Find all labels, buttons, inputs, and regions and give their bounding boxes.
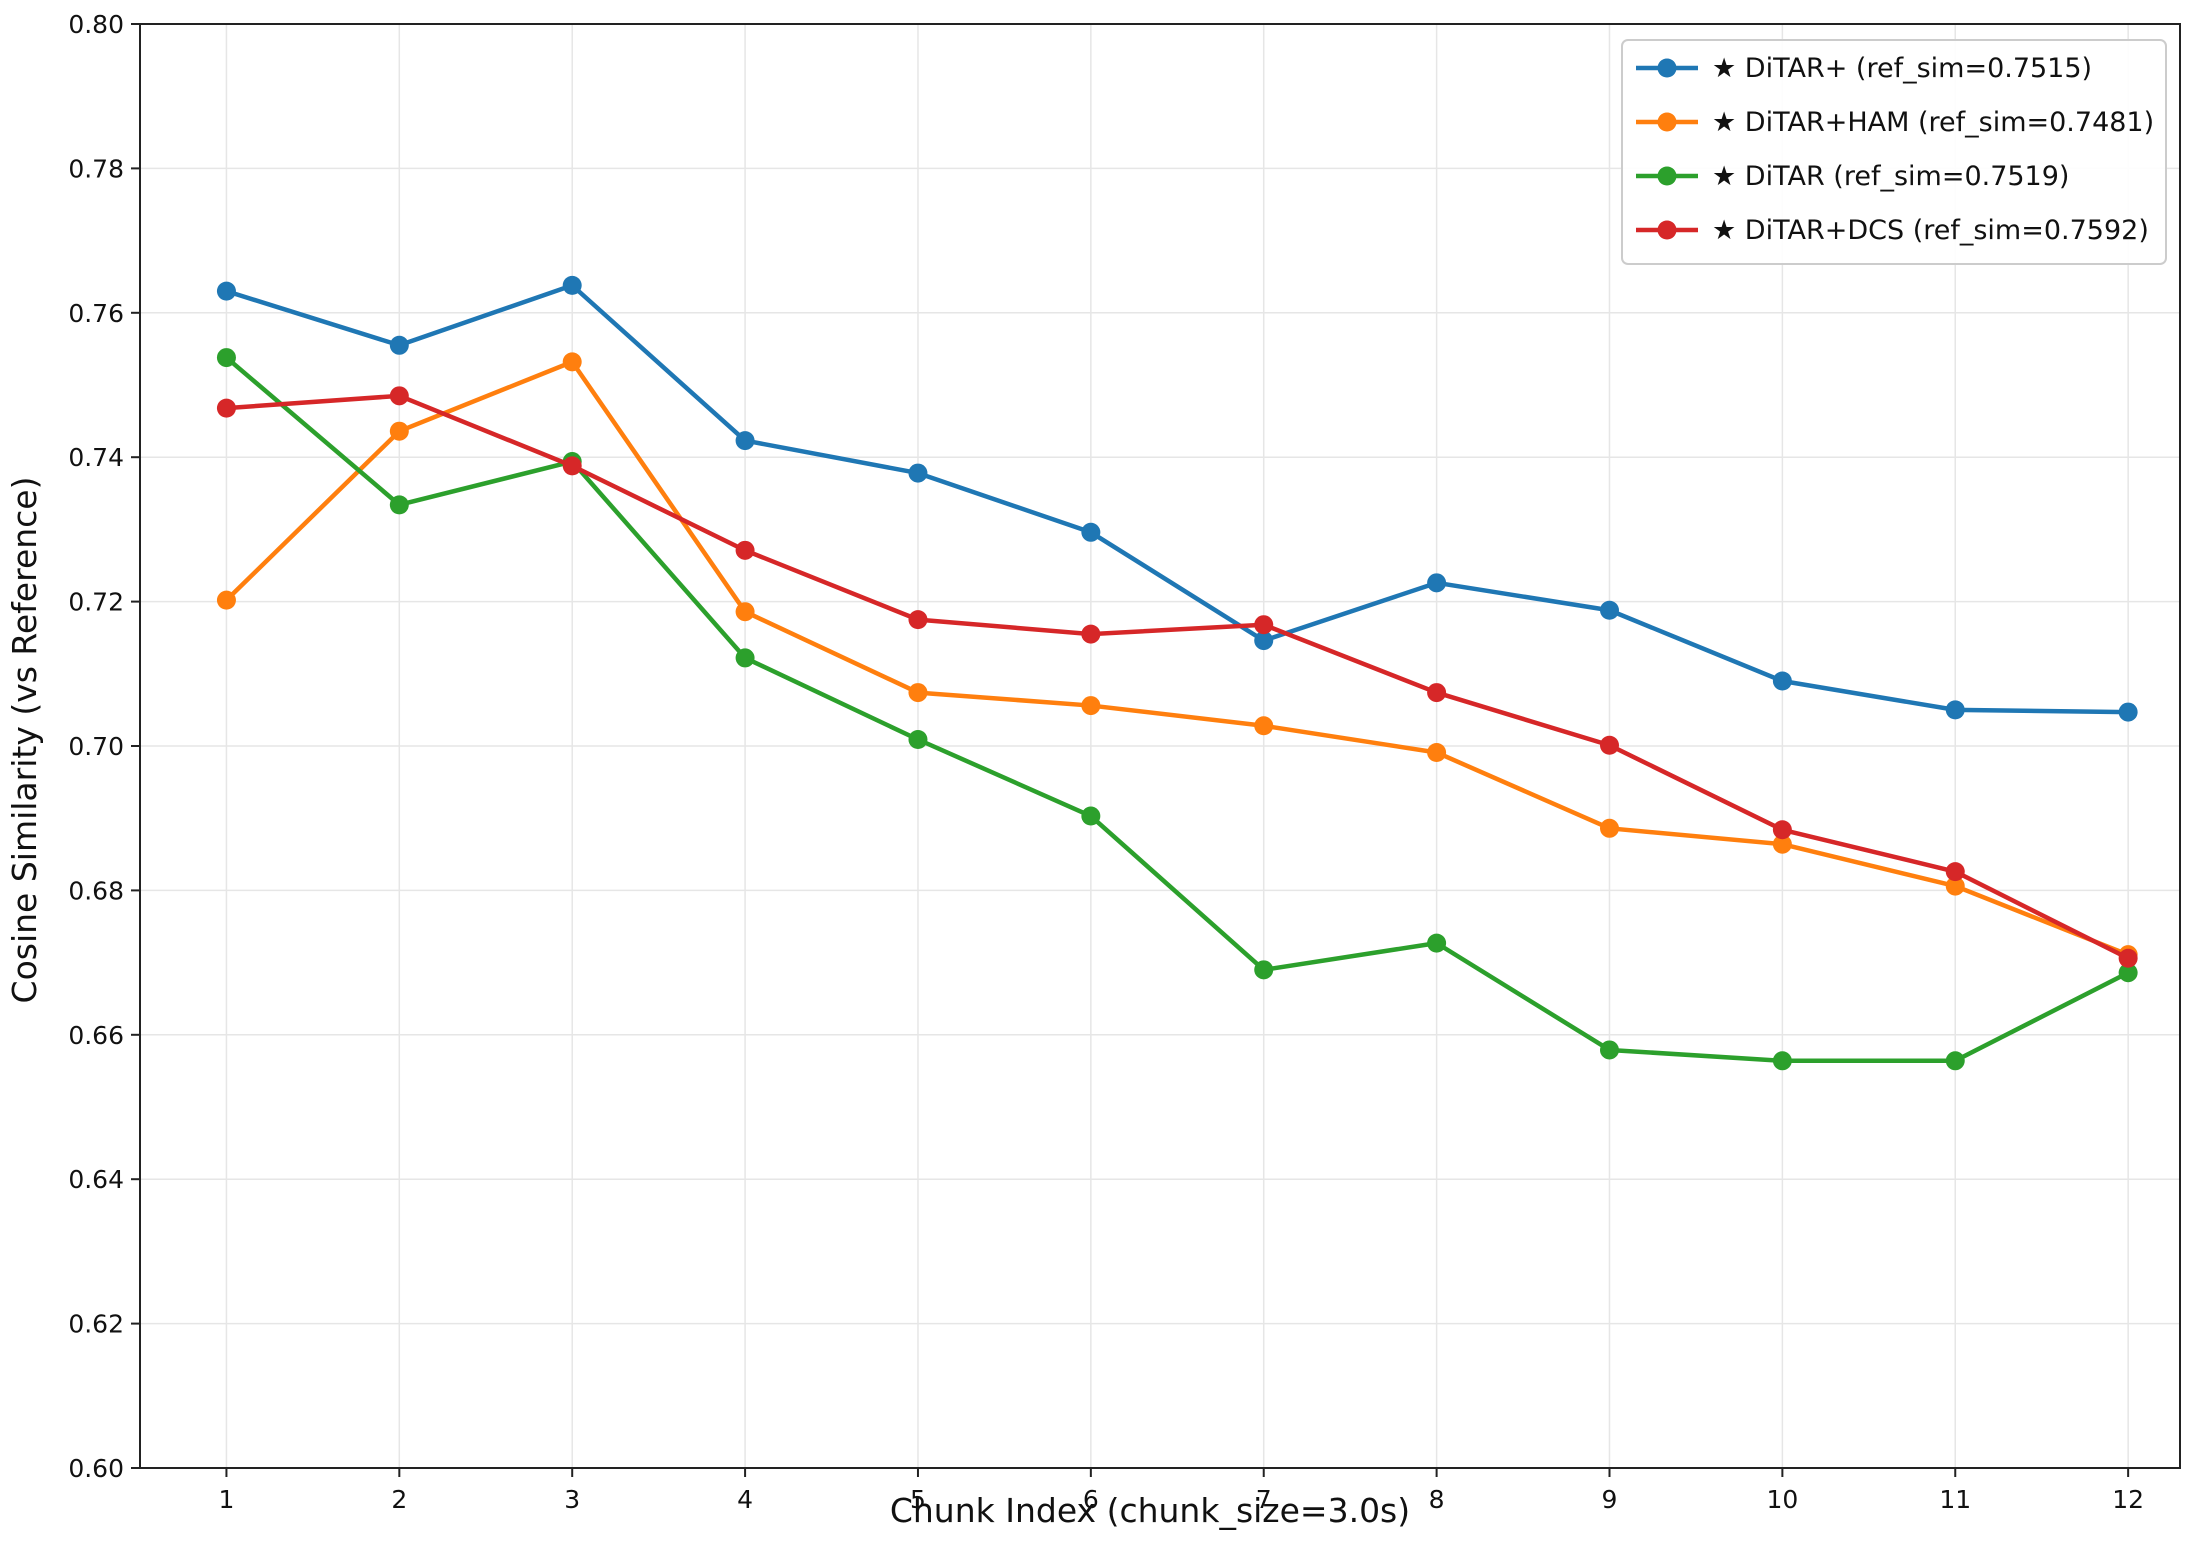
series-1 bbox=[216, 275, 2138, 722]
data-point bbox=[1427, 683, 1447, 703]
x-tick-label: 3 bbox=[564, 1485, 580, 1514]
y-tick-label: 0.74 bbox=[68, 443, 124, 472]
y-tick-label: 0.78 bbox=[68, 154, 124, 183]
data-point bbox=[389, 386, 409, 406]
x-tick-label: 1 bbox=[218, 1485, 234, 1514]
data-point bbox=[1427, 742, 1447, 762]
data-point bbox=[1599, 1040, 1619, 1060]
x-tick-label: 4 bbox=[737, 1485, 753, 1514]
series-line bbox=[224, 359, 2129, 957]
x-tick-label: 7 bbox=[1256, 1485, 1272, 1514]
x-tick-label: 6 bbox=[1083, 1485, 1099, 1514]
data-point bbox=[1772, 834, 1792, 854]
data-point bbox=[562, 456, 582, 476]
legend-entry: ★ DiTAR+DCS (ref_sim=0.7592) bbox=[1636, 215, 2149, 246]
data-point bbox=[735, 540, 755, 560]
x-tick-label: 2 bbox=[391, 1485, 407, 1514]
y-tick-label: 0.68 bbox=[68, 876, 124, 905]
x-tick-label: 5 bbox=[910, 1485, 926, 1514]
legend-entry: ★ DiTAR+HAM (ref_sim=0.7481) bbox=[1636, 107, 2154, 138]
data-point bbox=[1599, 818, 1619, 838]
data-point bbox=[389, 495, 409, 515]
x-tick-label: 11 bbox=[1939, 1485, 1971, 1514]
data-point bbox=[735, 431, 755, 451]
y-tick-label: 0.66 bbox=[68, 1021, 124, 1050]
legend-marker bbox=[1657, 58, 1677, 78]
data-point bbox=[2118, 963, 2138, 983]
data-point bbox=[1254, 615, 1274, 635]
data-point bbox=[216, 590, 236, 610]
legend-label: ★ DiTAR+HAM (ref_sim=0.7481) bbox=[1712, 107, 2154, 138]
data-point bbox=[1081, 696, 1101, 716]
legend-label: ★ DiTAR+DCS (ref_sim=0.7592) bbox=[1712, 215, 2149, 246]
legend-entry: ★ DiTAR+ (ref_sim=0.7515) bbox=[1636, 53, 2092, 84]
y-tick-label: 0.64 bbox=[68, 1165, 124, 1194]
y-tick-label: 0.60 bbox=[68, 1454, 124, 1483]
data-point bbox=[1081, 624, 1101, 644]
x-tick-label: 8 bbox=[1429, 1485, 1445, 1514]
data-point bbox=[1254, 716, 1274, 736]
data-point bbox=[1081, 522, 1101, 542]
series-4 bbox=[216, 386, 2138, 968]
series-line bbox=[225, 283, 2129, 715]
x-tick-label: 12 bbox=[2112, 1485, 2144, 1514]
axes: 1 2 3 4 5 6 7 8 9 10 11 120.600.620.640.660.680.700… bbox=[68, 10, 2181, 1514]
data-point bbox=[735, 602, 755, 622]
data-point bbox=[1427, 573, 1447, 593]
series-3 bbox=[216, 348, 2138, 1071]
y-tick-label: 0.76 bbox=[68, 299, 124, 328]
data-point bbox=[1254, 960, 1274, 980]
data-point bbox=[1599, 735, 1619, 755]
data-point bbox=[1081, 806, 1101, 826]
data-point bbox=[2118, 702, 2138, 722]
y-tick-label: 0.80 bbox=[68, 10, 124, 39]
legend-marker bbox=[1657, 166, 1677, 186]
data-point bbox=[908, 463, 928, 483]
data-point bbox=[562, 352, 582, 372]
data-point bbox=[216, 281, 236, 301]
data-point bbox=[389, 421, 409, 441]
data-point bbox=[1772, 1051, 1792, 1071]
legend-label: ★ DiTAR+ (ref_sim=0.7515) bbox=[1712, 53, 2092, 84]
legend-entry: ★ DiTAR (ref_sim=0.7519) bbox=[1636, 161, 2069, 192]
y-tick-label: 0.72 bbox=[68, 588, 124, 617]
data-point bbox=[1772, 820, 1792, 840]
data-point bbox=[1945, 700, 1965, 720]
legend-marker bbox=[1657, 220, 1677, 240]
y-tick-label: 0.70 bbox=[68, 732, 124, 761]
legend-label: ★ DiTAR (ref_sim=0.7519) bbox=[1712, 161, 2069, 192]
legend-marker bbox=[1657, 112, 1677, 132]
legend: ★ DiTAR+ (ref_sim=0.7515) ★ DiTAR+HAM (re… bbox=[1621, 39, 2167, 265]
data-point bbox=[1772, 671, 1792, 691]
y-tick-label: 0.62 bbox=[68, 1310, 124, 1339]
data-point bbox=[1945, 1051, 1965, 1071]
legend-box bbox=[1621, 39, 2167, 265]
x-axis-title: Chunk Index (chunk_size=3.0s) bbox=[890, 1491, 1410, 1530]
data-point bbox=[216, 348, 236, 368]
data-point bbox=[2118, 948, 2138, 968]
data-point bbox=[908, 683, 928, 703]
y-axis-title: Cosine Similarity (vs Reference) bbox=[5, 477, 44, 1004]
series-line bbox=[224, 355, 2130, 1064]
series-group bbox=[216, 275, 2138, 1071]
x-tick-label: 9 bbox=[1602, 1485, 1618, 1514]
data-point bbox=[1427, 933, 1447, 953]
data-point bbox=[216, 398, 236, 418]
data-point bbox=[1945, 862, 1965, 882]
data-point bbox=[1599, 600, 1619, 620]
data-point bbox=[562, 275, 582, 295]
data-point bbox=[908, 730, 928, 750]
series-2 bbox=[216, 352, 2138, 965]
x-tick-label: 10 bbox=[1766, 1485, 1798, 1514]
data-point bbox=[389, 335, 409, 355]
series-line bbox=[226, 393, 2130, 961]
data-point bbox=[1945, 876, 1965, 896]
data-point bbox=[735, 648, 755, 668]
data-point bbox=[1254, 631, 1274, 651]
data-point bbox=[908, 610, 928, 630]
